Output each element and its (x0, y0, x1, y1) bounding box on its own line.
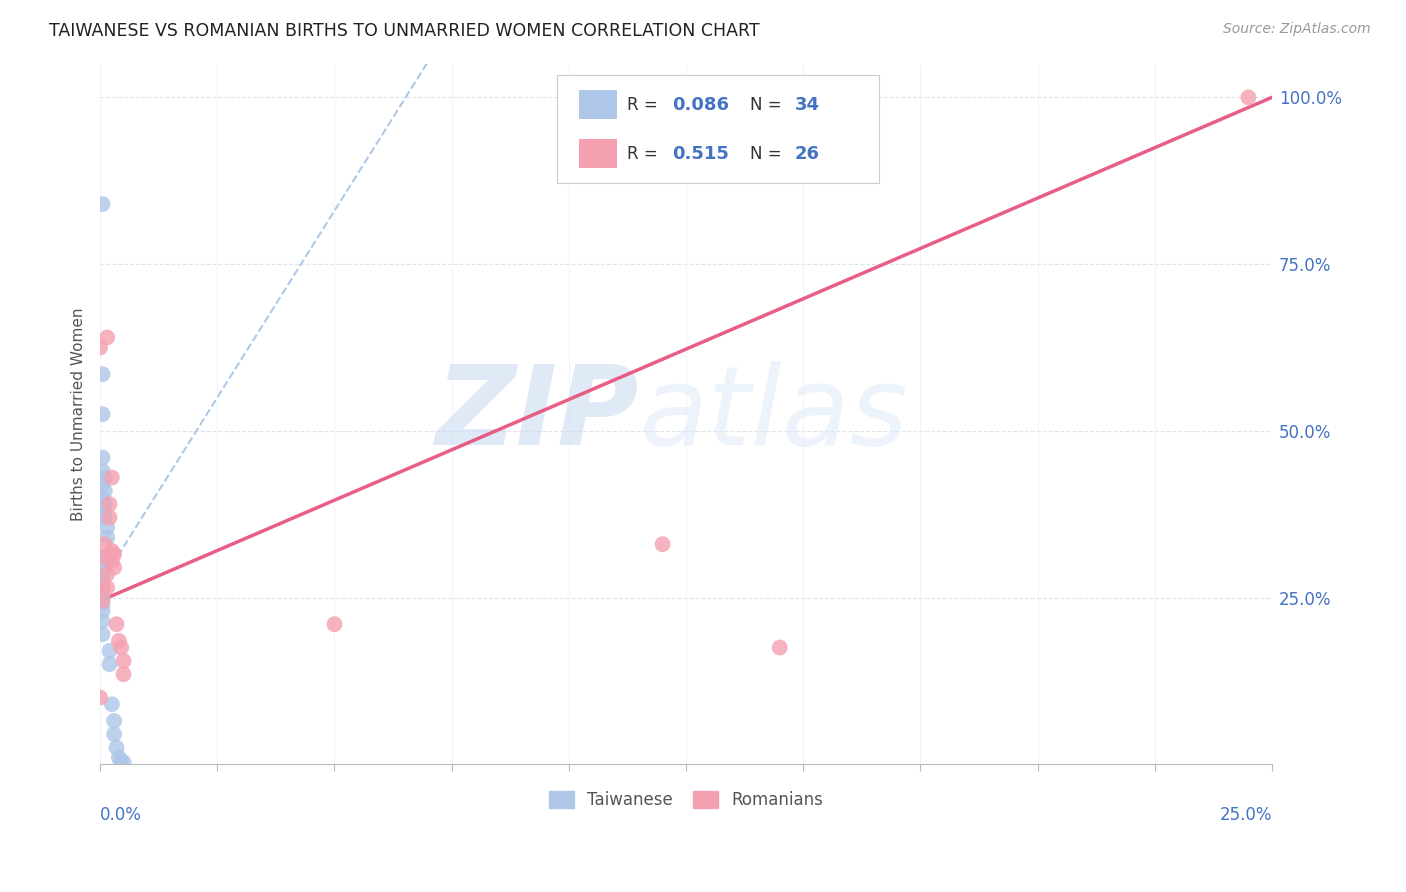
Y-axis label: Births to Unmarried Women: Births to Unmarried Women (72, 308, 86, 521)
Point (91, 550, 114, 565)
Point (94, 510, 117, 524)
Point (1237, 90, 1260, 104)
Point (101, 547, 124, 561)
Point (769, 640, 792, 655)
Point (651, 537, 673, 551)
Point (91, 627, 114, 641)
Point (91, 464, 114, 478)
FancyBboxPatch shape (557, 75, 879, 183)
Point (91, 507, 114, 521)
Point (101, 698, 124, 712)
Point (112, 756, 135, 770)
Point (91, 614, 114, 628)
Point (96, 567, 118, 582)
Point (108, 633, 131, 648)
Point (94, 470, 117, 484)
Point (98, 510, 121, 524)
Point (108, 750, 131, 764)
Point (94, 537, 117, 551)
Point (89, 690, 111, 705)
Point (94, 497, 117, 511)
Point (91, 450, 114, 465)
Point (89, 341, 111, 355)
Point (91, 491, 114, 505)
Point (103, 560, 125, 574)
Text: ZIP: ZIP (436, 360, 640, 467)
Point (94, 483, 117, 498)
Point (96, 330, 118, 344)
Text: 25.0%: 25.0% (1219, 806, 1272, 824)
Point (101, 470, 124, 484)
Point (91, 558, 114, 572)
Point (101, 554, 124, 568)
Point (112, 654, 135, 668)
Point (91, 477, 114, 491)
Point (91, 594, 114, 608)
Text: 34: 34 (794, 95, 820, 113)
Point (91, 581, 114, 595)
Text: R =: R = (627, 145, 664, 162)
Text: TAIWANESE VS ROMANIAN BIRTHS TO UNMARRIED WOMEN CORRELATION CHART: TAIWANESE VS ROMANIAN BIRTHS TO UNMARRIE… (49, 22, 759, 40)
Point (101, 544, 124, 558)
Text: 0.0%: 0.0% (100, 806, 142, 824)
Point (110, 754, 132, 768)
Point (91, 570, 114, 584)
Text: R =: R = (627, 95, 664, 113)
FancyBboxPatch shape (579, 139, 617, 169)
Point (96, 520, 118, 534)
Point (103, 714, 125, 728)
Text: 0.086: 0.086 (672, 95, 728, 113)
Legend: Taiwanese, Romanians: Taiwanese, Romanians (543, 784, 830, 815)
Point (112, 667, 135, 681)
Text: Source: ZipAtlas.com: Source: ZipAtlas.com (1223, 22, 1371, 37)
Text: 0.515: 0.515 (672, 145, 728, 162)
Point (103, 727, 125, 741)
Point (91, 197, 114, 211)
Point (98, 644, 121, 658)
FancyBboxPatch shape (579, 90, 617, 120)
Point (91, 583, 114, 598)
Point (105, 617, 128, 632)
Text: atlas: atlas (640, 360, 908, 467)
Text: N =: N = (751, 145, 787, 162)
Point (96, 581, 118, 595)
Point (98, 657, 121, 672)
Point (96, 531, 118, 545)
Text: 26: 26 (794, 145, 820, 162)
Point (110, 640, 132, 655)
Point (103, 547, 125, 561)
Point (323, 617, 346, 632)
Point (94, 550, 117, 565)
Point (91, 591, 114, 605)
Point (105, 740, 128, 755)
Point (91, 604, 114, 618)
Point (98, 497, 121, 511)
Point (91, 407, 114, 421)
Point (91, 597, 114, 611)
Point (91, 564, 114, 578)
Point (91, 367, 114, 381)
Text: N =: N = (751, 95, 787, 113)
Point (91, 577, 114, 591)
